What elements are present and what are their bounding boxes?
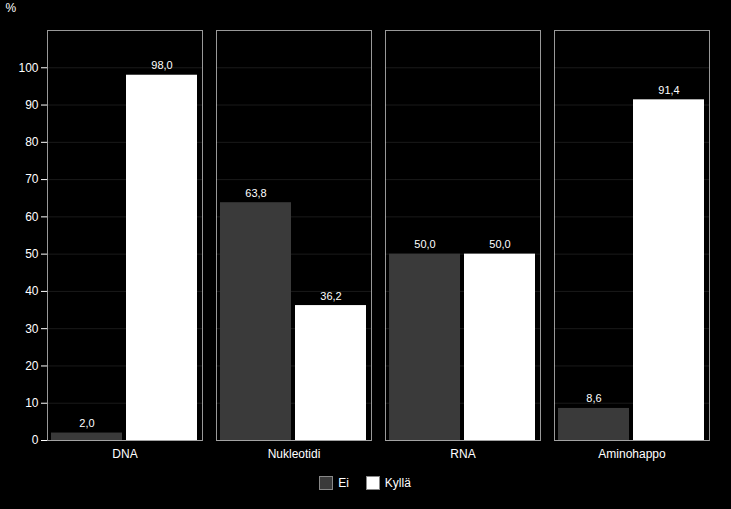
svg-text:91,4: 91,4 bbox=[658, 84, 679, 96]
svg-text:%: % bbox=[6, 1, 17, 15]
svg-text:90: 90 bbox=[25, 98, 39, 112]
svg-text:40: 40 bbox=[25, 284, 39, 298]
svg-text:63,8: 63,8 bbox=[245, 187, 266, 199]
svg-text:36,2: 36,2 bbox=[320, 290, 341, 302]
svg-text:60: 60 bbox=[25, 210, 39, 224]
svg-text:Aminohappo: Aminohappo bbox=[598, 447, 666, 461]
svg-text:80: 80 bbox=[25, 135, 39, 149]
svg-text:50,0: 50,0 bbox=[414, 238, 435, 250]
svg-text:10: 10 bbox=[25, 396, 39, 410]
svg-text:8,6: 8,6 bbox=[586, 392, 601, 404]
svg-text:30: 30 bbox=[25, 322, 39, 336]
svg-text:100: 100 bbox=[18, 61, 38, 75]
svg-text:DNA: DNA bbox=[112, 447, 137, 461]
svg-text:50,0: 50,0 bbox=[489, 238, 510, 250]
svg-text:2,0: 2,0 bbox=[79, 417, 94, 429]
svg-text:Nukleotidi: Nukleotidi bbox=[268, 447, 321, 461]
html-text:Kyllä: Kyllä bbox=[384, 476, 411, 490]
svg-text:RNA: RNA bbox=[450, 447, 475, 461]
html-text:Ei: Ei bbox=[338, 476, 349, 490]
svg-text:70: 70 bbox=[25, 172, 39, 186]
svg-text:20: 20 bbox=[25, 359, 39, 373]
svg-text:98,0: 98,0 bbox=[151, 59, 172, 71]
svg-text:0: 0 bbox=[32, 433, 39, 447]
svg-text:50: 50 bbox=[25, 247, 39, 261]
